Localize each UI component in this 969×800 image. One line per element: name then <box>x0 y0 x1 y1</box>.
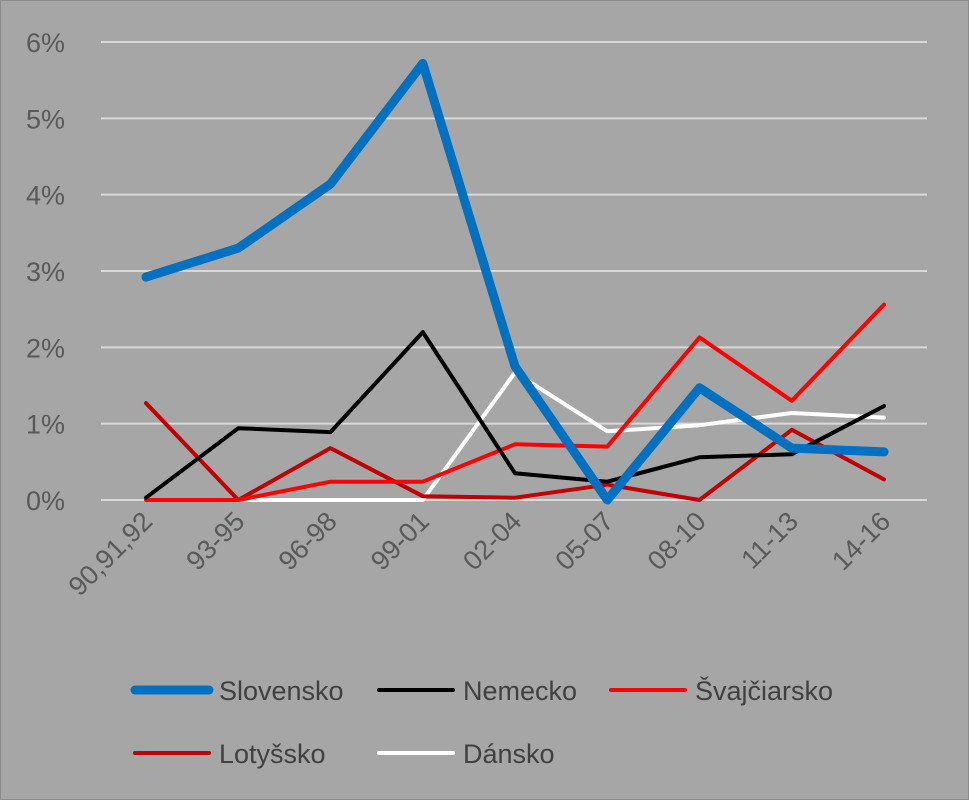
legend-label: Dánsko <box>463 739 555 769</box>
legend-label: Slovensko <box>219 676 344 706</box>
series-line-0 <box>141 58 889 505</box>
series-line-3 <box>144 401 886 502</box>
y-tick-label: 6% <box>26 28 65 58</box>
gridlines <box>101 41 927 501</box>
x-axis-tick-labels: 90,91,92 93-95 96-98 99-01 02-04 05-07 08-10 11… <box>63 506 897 602</box>
y-tick-label: 5% <box>26 104 65 134</box>
series-lines <box>141 58 889 505</box>
x-tick-label: 02-04 <box>457 506 527 576</box>
x-tick-label: 11-13 <box>735 506 804 575</box>
y-tick-label: 4% <box>26 181 65 211</box>
legend-label: Švajčiarsko <box>695 675 833 706</box>
x-tick-label: 93-95 <box>180 506 250 576</box>
series-line-1 <box>144 330 886 500</box>
x-tick-label: 99-01 <box>365 506 435 576</box>
y-tick-label: 2% <box>26 333 65 363</box>
x-tick-label: 08-10 <box>642 506 712 576</box>
x-tick-label: 05-07 <box>549 506 619 576</box>
y-axis-tick-labels: 0% 1% 2% 3% 4% 5% 6% <box>26 28 65 516</box>
y-tick-label: 1% <box>26 410 65 440</box>
legend-label: Lotyšsko <box>219 739 326 769</box>
legend: Slovensko Nemecko Švajčiarsko Lotyšsko Dánsk… <box>130 675 833 769</box>
legend-label: Nemecko <box>463 676 577 706</box>
y-tick-label: 0% <box>26 486 65 516</box>
x-tick-label: 14-16 <box>826 506 896 576</box>
x-tick-label: 96-98 <box>273 506 343 576</box>
series-line-2 <box>144 302 886 502</box>
x-tick-label: 90,91,92 <box>63 506 159 602</box>
y-tick-label: 3% <box>26 257 65 287</box>
